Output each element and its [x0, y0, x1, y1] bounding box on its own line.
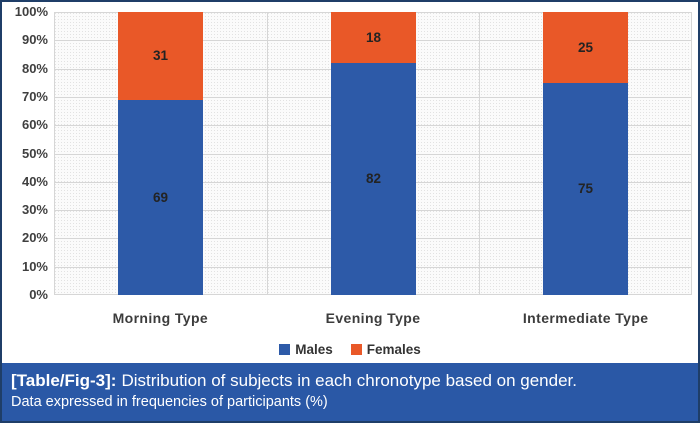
- bar-value-label: 75: [577, 181, 594, 197]
- gridline-vertical: [54, 12, 55, 295]
- bar-segment-females: 25: [543, 12, 628, 83]
- bar-intermediate-type: 25 75: [543, 12, 628, 295]
- caption-note: Data expressed in frequencies of partici…: [11, 394, 328, 410]
- bar-segment-females: 31: [118, 12, 203, 100]
- bar-value-label: 82: [365, 171, 382, 187]
- legend-item-females: Females: [350, 342, 421, 357]
- y-tick-label: 20%: [21, 230, 48, 246]
- y-tick-label: 0%: [29, 287, 48, 302]
- y-tick-label: 30%: [21, 202, 48, 218]
- y-tick-label: 50%: [21, 145, 48, 161]
- bar-value-label: 69: [152, 189, 169, 205]
- bar-segment-males: 75: [543, 82, 628, 295]
- bar-segment-females: 18: [331, 12, 416, 63]
- bar-morning-type: 31 69: [118, 12, 203, 295]
- x-axis-label-evening-type: Evening Type: [325, 310, 421, 326]
- gridline-vertical: [691, 12, 692, 295]
- x-axis: Morning Type Evening Type Intermediate Typ…: [54, 310, 692, 326]
- y-axis: 100% 90% 80% 70% 60% 50% 40% 30% 20% 10% 0%: [2, 2, 48, 363]
- y-tick-label: 70%: [21, 88, 48, 104]
- bar-value-label: 25: [577, 39, 594, 55]
- x-axis-label-morning-type: Morning Type: [112, 310, 209, 326]
- bar-evening-type: 18 82: [331, 12, 416, 295]
- figure-number-label: [Table/Fig-3]:: [11, 371, 117, 390]
- legend-item-males: Males: [279, 342, 333, 357]
- legend-label-males: Males: [295, 342, 333, 357]
- legend-label-females: Females: [366, 342, 421, 357]
- x-axis-label-intermediate-type: Intermediate Type: [522, 310, 649, 326]
- legend-swatch-females: [350, 344, 362, 355]
- y-tick-label: 40%: [21, 173, 48, 189]
- bar-value-label: 31: [152, 48, 169, 64]
- gridline-vertical: [267, 12, 268, 295]
- plot-area: 31 69 18 82 25 75: [54, 12, 692, 295]
- stacked-bar-chart: 100% 90% 80% 70% 60% 50% 40% 30% 20% 10% 0% 31 69 18…: [2, 2, 698, 363]
- figure-caption: [Table/Fig-3]: Distribution of subjects i…: [2, 363, 698, 421]
- gridline-vertical: [479, 12, 480, 295]
- y-tick-label: 80%: [21, 60, 48, 76]
- chart-legend: Males Females: [2, 342, 698, 357]
- y-tick-label: 10%: [21, 258, 48, 274]
- caption-text: Distribution of subjects in each chronot…: [121, 371, 577, 390]
- bar-segment-males: 69: [118, 99, 203, 295]
- caption-title-line: [Table/Fig-3]: Distribution of subjects i…: [11, 369, 688, 392]
- y-tick-label: 60%: [21, 117, 48, 133]
- y-tick-label: 100%: [14, 4, 48, 19]
- bar-value-label: 18: [365, 29, 382, 45]
- bar-segment-males: 82: [331, 62, 416, 295]
- legend-swatch-males: [279, 344, 291, 355]
- y-tick-label: 90%: [21, 32, 48, 48]
